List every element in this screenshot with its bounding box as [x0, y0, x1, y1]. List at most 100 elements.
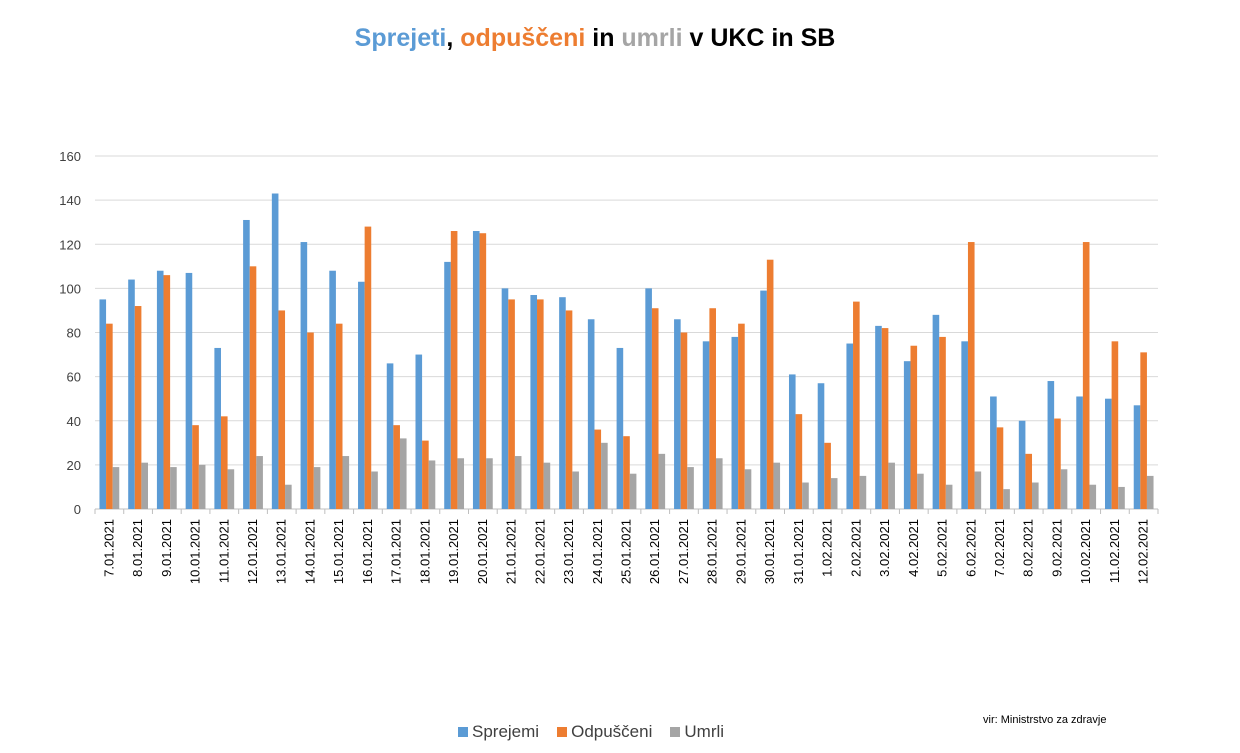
x-tick-label: 5.02.2021 — [935, 519, 950, 577]
bar-sprejemi — [1076, 396, 1083, 509]
y-tick-label: 20 — [67, 458, 81, 473]
bar-odpuščeni — [220, 416, 228, 509]
x-tick-label: 17.01.2021 — [389, 519, 404, 584]
bar-umrli — [859, 475, 867, 509]
bar-umrli — [974, 471, 982, 509]
x-tick-label: 3.02.2021 — [877, 519, 892, 577]
bar-sprejemi — [386, 363, 394, 509]
bar-sprejemi — [932, 314, 940, 509]
bar-odpuščeni — [134, 306, 142, 509]
bar-sprejemi — [128, 279, 135, 509]
bar-umrli — [371, 471, 378, 509]
bar-umrli — [1146, 475, 1154, 509]
bar-umrli — [170, 467, 177, 509]
bar-sprejemi — [243, 219, 250, 509]
title-part: in — [585, 24, 622, 52]
bar-umrli — [313, 467, 321, 509]
bar-umrli — [457, 458, 465, 509]
x-tick-label: 31.01.2021 — [791, 519, 806, 584]
bar-odpuščeni — [393, 425, 400, 509]
y-tick-label: 80 — [67, 326, 81, 341]
bar-sprejemi — [903, 361, 911, 509]
bar-umrli — [830, 478, 838, 509]
bar-sprejemi — [358, 281, 365, 509]
title-part: odpuščeni — [460, 24, 586, 52]
bar-umrli — [1003, 489, 1010, 509]
y-tick-label: 60 — [67, 370, 81, 385]
bar-odpuščeni — [594, 429, 602, 509]
x-tick-label: 29.01.2021 — [733, 519, 748, 584]
legend-label: Umrli — [684, 722, 725, 741]
bar-odpuščeni — [106, 323, 113, 509]
bar-sprejemi — [702, 341, 710, 509]
bar-odpuščeni — [422, 440, 429, 509]
bars — [99, 193, 1154, 509]
x-tick-label: 9.02.2021 — [1049, 519, 1064, 577]
x-tick-label: 6.02.2021 — [963, 519, 978, 577]
bar-umrli — [1118, 486, 1125, 509]
bar-odpuščeni — [565, 310, 573, 509]
bar-sprejemi — [846, 343, 854, 509]
x-tick-label: 24.01.2021 — [590, 519, 605, 584]
bar-sprejemi — [185, 272, 193, 509]
legend-swatch — [670, 727, 681, 737]
x-tick-label: 7.01.2021 — [101, 519, 116, 577]
bar-odpuščeni — [1082, 242, 1090, 509]
chart-title: Sprejeti, odpuščeni in umrli v UKC in SB — [0, 24, 1190, 53]
bar-umrli — [227, 469, 235, 509]
legend-label: Sprejemi — [472, 722, 540, 741]
bar-sprejemi — [1105, 398, 1112, 509]
bar-sprejemi — [472, 231, 480, 509]
bar-umrli — [658, 453, 666, 509]
x-tick-label: 16.01.2021 — [360, 519, 375, 584]
x-tick-label: 23.01.2021 — [561, 519, 576, 584]
bar-sprejemi — [875, 325, 882, 509]
bar-sprejemi — [760, 290, 767, 509]
legend-swatch — [557, 727, 568, 737]
bar-odpuščeni — [967, 242, 975, 509]
bar-odpuščeni — [766, 259, 774, 509]
y-tick-label: 120 — [59, 237, 81, 252]
bar-umrli — [112, 467, 120, 509]
bar-odpuščeni — [1025, 453, 1033, 509]
bar-odpuščeni — [1111, 341, 1119, 509]
x-tick-label: 10.01.2021 — [188, 519, 203, 584]
x-tick-label: 7.02.2021 — [992, 519, 1007, 577]
legend-item: Sprejemi — [458, 722, 539, 742]
x-tick-label: 11.02.2021 — [1107, 519, 1122, 583]
bar-sprejemi — [961, 341, 968, 509]
bar-odpuščeni — [249, 266, 257, 509]
x-axis: 7.01.2021 8.01.2021 9.01.2021 10.01.2021 11.… — [94, 509, 1159, 584]
bar-sprejemi — [731, 336, 739, 509]
x-tick-label: 8.01.2021 — [130, 519, 145, 577]
legend-item: Odpuščeni — [557, 722, 652, 742]
x-tick-label: 20.01.2021 — [475, 519, 490, 584]
x-tick-label: 12.02.2021 — [1136, 519, 1151, 584]
bar-sprejemi — [559, 297, 566, 509]
legend-swatch — [458, 727, 468, 737]
bar-odpuščeni — [853, 301, 860, 509]
bar-umrli — [744, 469, 752, 509]
legend-label: Odpuščeni — [571, 722, 653, 741]
x-tick-label: 2.02.2021 — [848, 519, 863, 577]
bar-umrli — [917, 473, 924, 509]
bar-umrli — [629, 473, 637, 509]
bar-umrli — [572, 471, 579, 509]
bar-sprejemi — [99, 299, 107, 509]
x-tick-label: 1.02.2021 — [820, 519, 835, 577]
x-tick-label: 12.01.2021 — [245, 519, 260, 584]
bar-sprejemi — [214, 347, 221, 509]
bar-odpuščeni — [163, 275, 171, 509]
bar-sprejemi — [501, 288, 509, 509]
bar-odpuščeni — [278, 310, 286, 509]
title-part: umrli — [621, 24, 683, 52]
bar-odpuščeni — [623, 436, 630, 509]
x-tick-label: 8.02.2021 — [1021, 519, 1036, 577]
bar-sprejemi — [530, 294, 538, 509]
bar-sprejemi — [415, 354, 423, 509]
x-tick-label: 14.01.2021 — [302, 519, 317, 584]
x-tick-label: 19.01.2021 — [446, 519, 461, 584]
bar-sprejemi — [1047, 381, 1055, 509]
x-tick-label: 28.01.2021 — [705, 519, 720, 584]
